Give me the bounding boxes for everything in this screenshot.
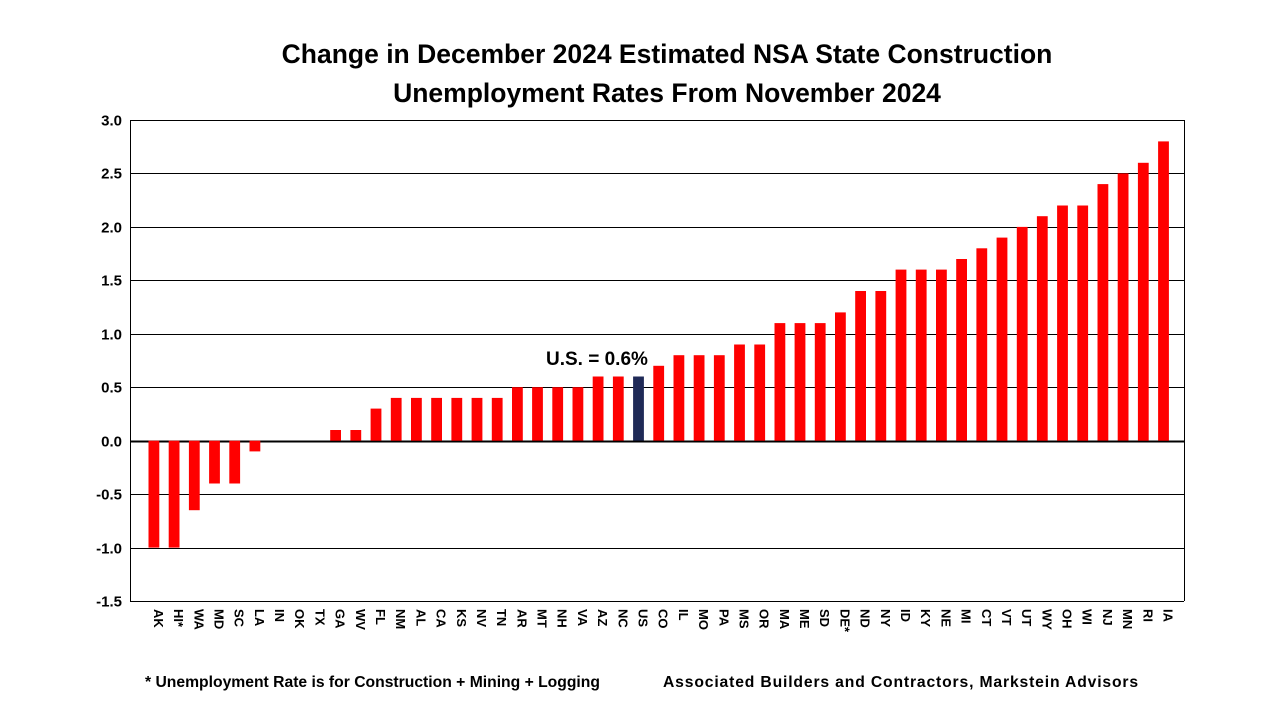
svg-text:CT: CT	[979, 609, 994, 626]
svg-text:ID: ID	[898, 609, 913, 622]
svg-text:3.0: 3.0	[101, 113, 122, 130]
svg-text:WV: WV	[353, 609, 368, 630]
svg-text:PA: PA	[716, 609, 731, 627]
svg-text:FL: FL	[373, 609, 388, 625]
svg-text:MN: MN	[1120, 609, 1135, 629]
svg-text:AL: AL	[413, 609, 428, 626]
svg-text:NM: NM	[393, 609, 408, 629]
svg-text:VT: VT	[999, 609, 1014, 626]
svg-text:MS: MS	[737, 609, 752, 629]
svg-text:NV: NV	[474, 609, 489, 627]
svg-text:0.5: 0.5	[101, 380, 122, 397]
svg-text:AK: AK	[151, 609, 166, 628]
svg-text:MA: MA	[777, 609, 792, 630]
svg-text:1.0: 1.0	[101, 327, 122, 344]
svg-text:-1.5: -1.5	[96, 594, 122, 611]
svg-text:WY: WY	[1039, 609, 1054, 630]
svg-text:2.5: 2.5	[101, 166, 122, 183]
svg-text:ND: ND	[858, 609, 873, 628]
svg-text:WA: WA	[191, 609, 206, 631]
svg-text:NC: NC	[615, 609, 630, 628]
svg-text:AZ: AZ	[595, 609, 610, 626]
svg-text:MO: MO	[696, 609, 711, 630]
svg-text:CO: CO	[656, 609, 671, 629]
svg-text:OK: OK	[292, 609, 307, 629]
svg-text:WI: WI	[1080, 609, 1095, 625]
svg-text:NH: NH	[555, 609, 570, 628]
svg-text:MD: MD	[212, 609, 227, 629]
svg-text:TN: TN	[494, 609, 509, 626]
svg-text:NE: NE	[938, 609, 953, 627]
svg-text:US: US	[636, 609, 651, 627]
svg-text:SD: SD	[817, 609, 832, 627]
svg-text:MI: MI	[959, 609, 974, 623]
svg-text:OH: OH	[1060, 609, 1075, 629]
svg-text:OR: OR	[757, 609, 772, 629]
svg-text:2.0: 2.0	[101, 220, 122, 237]
svg-text:GA: GA	[333, 609, 348, 629]
svg-text:ME: ME	[797, 609, 812, 629]
svg-text:UT: UT	[1019, 609, 1034, 626]
svg-text:TX: TX	[312, 609, 327, 626]
svg-text:IN: IN	[272, 609, 287, 622]
svg-text:NJ: NJ	[1100, 609, 1115, 626]
svg-text:DE*: DE*	[837, 609, 852, 633]
svg-text:MT: MT	[535, 609, 550, 628]
svg-text:VA: VA	[575, 609, 590, 627]
svg-text:SC: SC	[232, 609, 247, 628]
svg-text:0.0: 0.0	[101, 434, 122, 451]
svg-text:CA: CA	[434, 609, 449, 628]
svg-text:HI*: HI*	[171, 609, 186, 628]
svg-text:NY: NY	[878, 609, 893, 627]
svg-text:IA: IA	[1161, 609, 1176, 623]
svg-text:RI: RI	[1140, 609, 1155, 622]
svg-text:1.5: 1.5	[101, 273, 122, 290]
svg-text:KY: KY	[918, 609, 933, 627]
svg-text:KS: KS	[454, 609, 469, 627]
svg-text:IL: IL	[676, 609, 691, 621]
svg-text:-1.0: -1.0	[96, 541, 122, 558]
svg-text:LA: LA	[252, 609, 267, 627]
svg-text:-0.5: -0.5	[96, 487, 122, 504]
svg-text:AR: AR	[514, 609, 529, 628]
